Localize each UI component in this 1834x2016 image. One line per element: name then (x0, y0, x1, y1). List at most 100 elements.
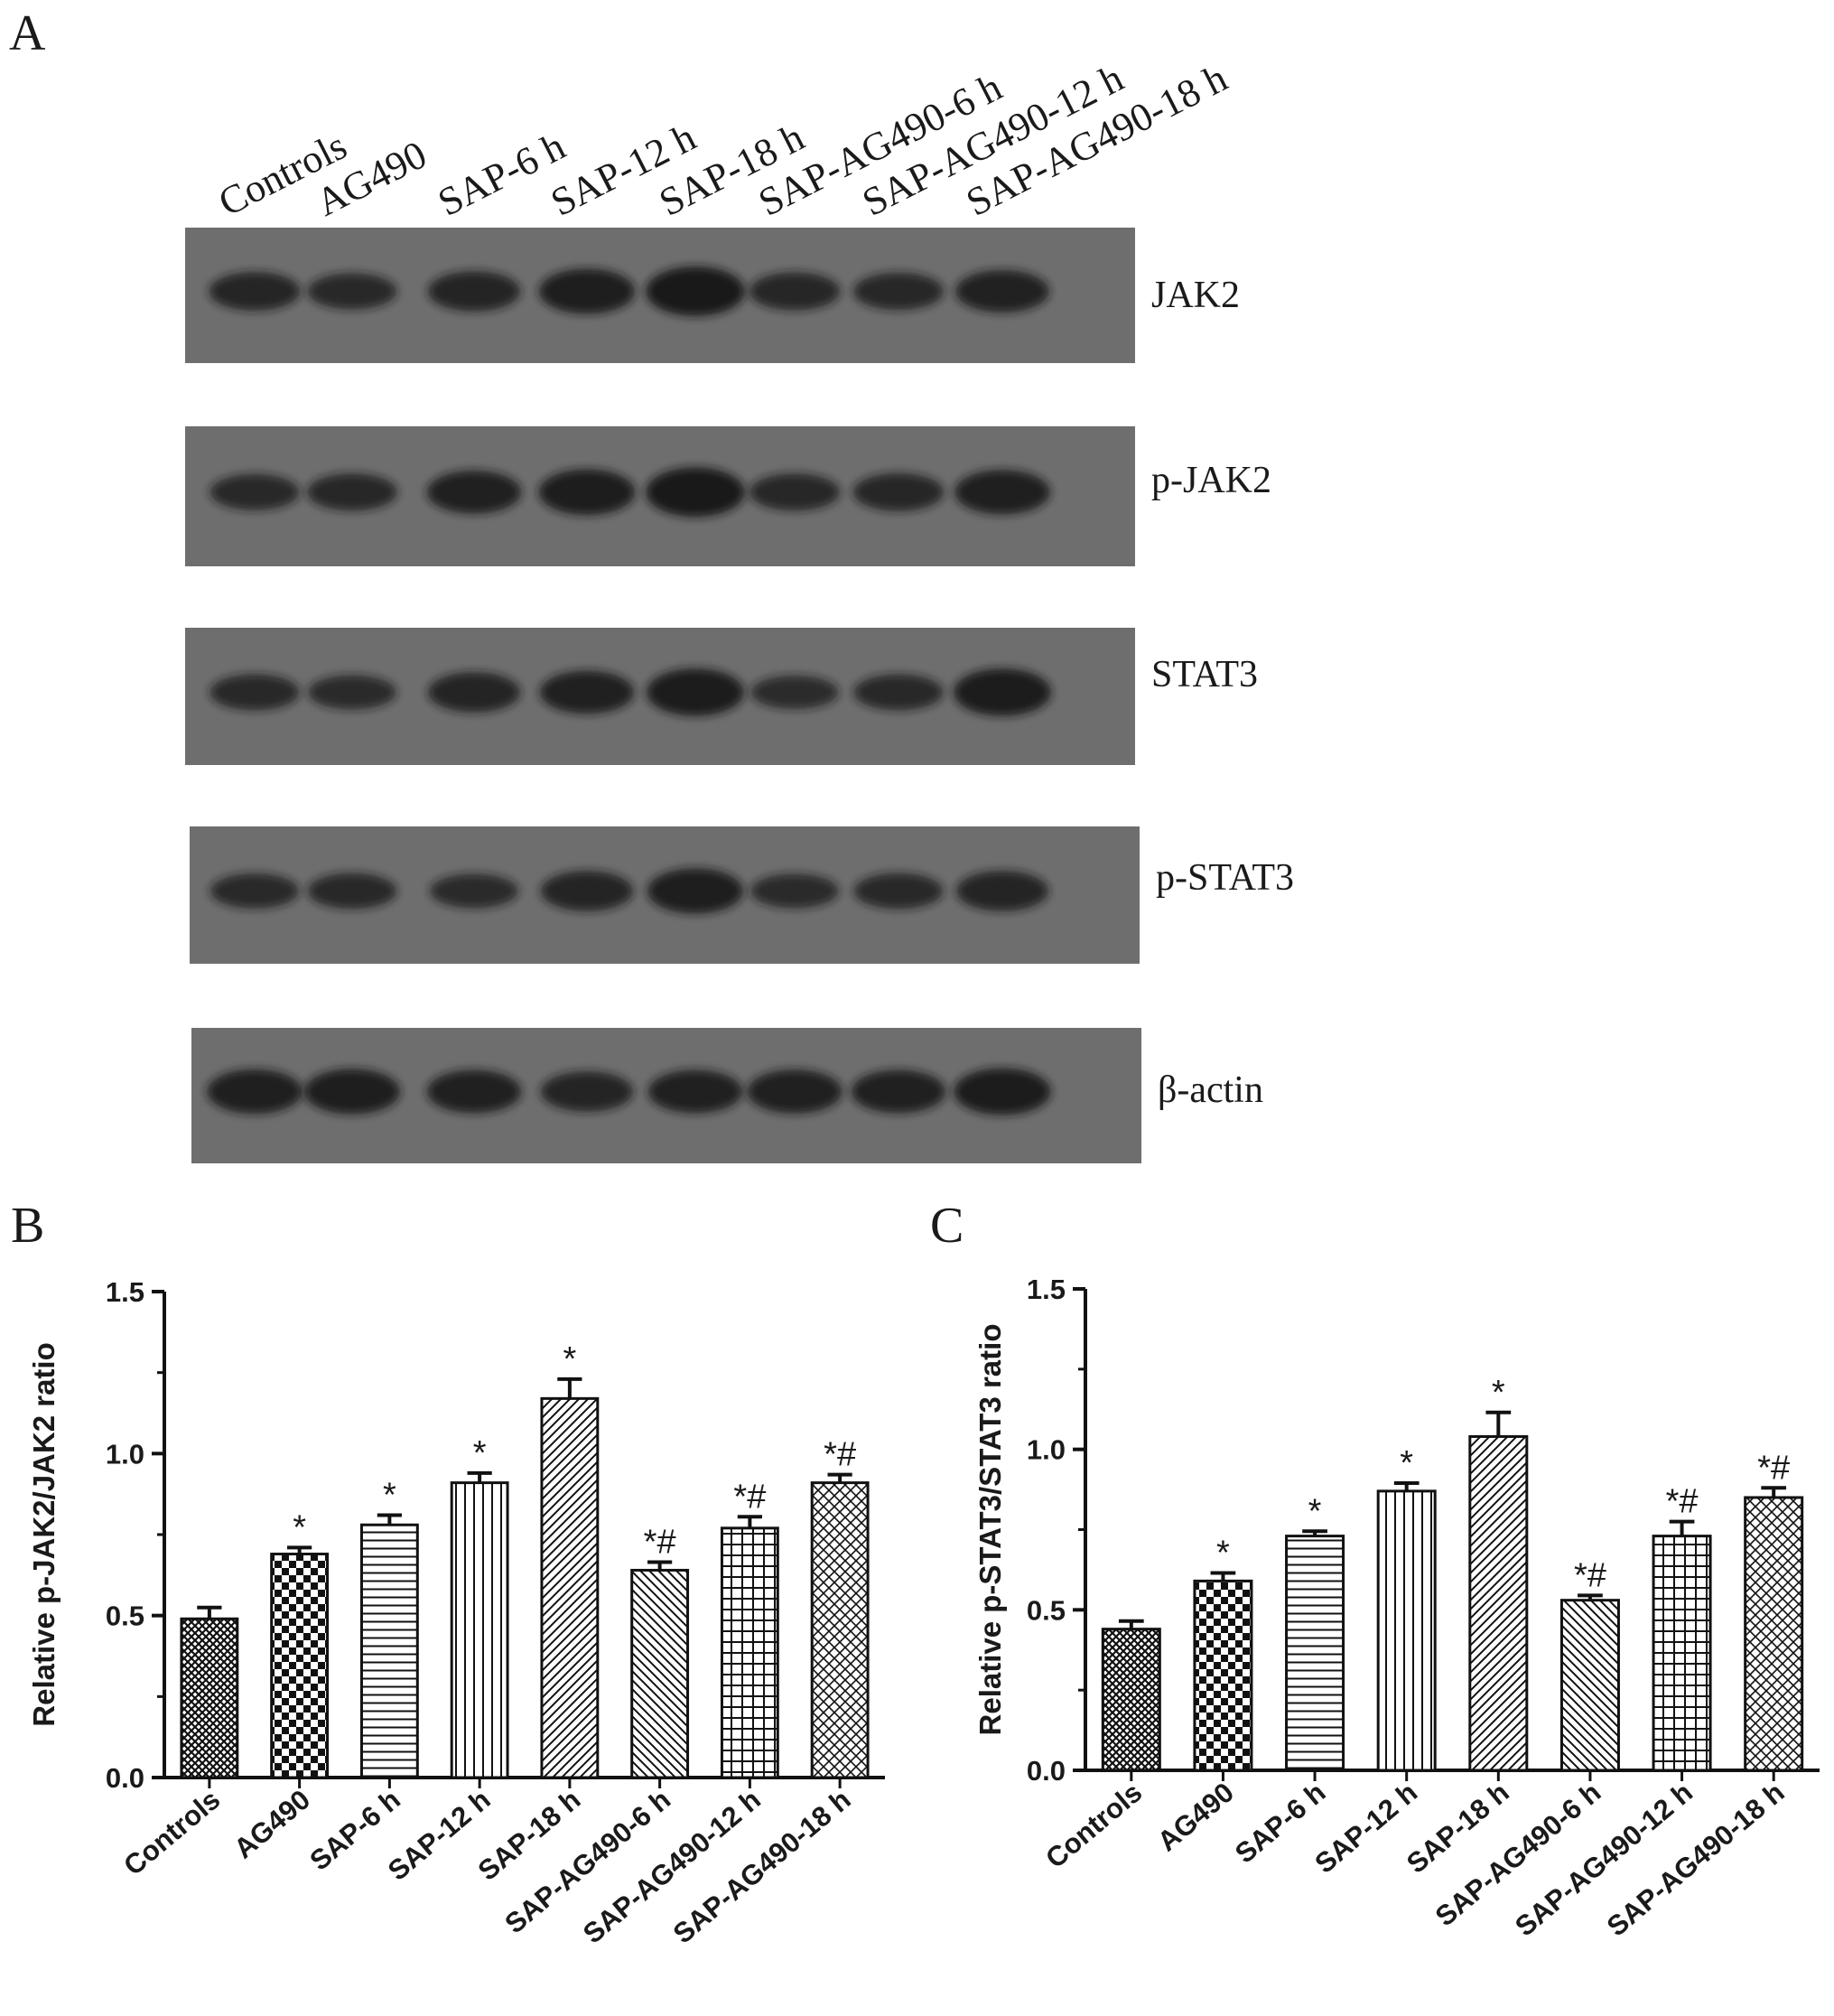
panel-b-letter: B (11, 1198, 44, 1254)
band-jak2-sap-ag490-12-h (852, 272, 945, 311)
blot-actin: β-actin (191, 1028, 1263, 1163)
band-p-stat3-sap-18-h (647, 868, 744, 914)
band-stat3-sap-ag490-18-h (953, 668, 1052, 716)
band-actin-sap-ag490-6-h (747, 1069, 843, 1114)
blot-p-stat3: p-STAT3 (190, 826, 1294, 964)
band-actin-sap-ag490-12-h (851, 1069, 946, 1114)
band-jak2-sap-6-h (427, 271, 521, 312)
band-stat3-sap-18-h (646, 668, 745, 716)
band-p-jak2-sap-ag490-6-h (749, 473, 841, 511)
band-stat3-ag490 (308, 675, 396, 710)
significance-sap-ag490-12-h: *# (1666, 1483, 1699, 1521)
band-jak2-sap-12-h (538, 268, 636, 314)
significance-sap-18-h: * (1492, 1374, 1505, 1412)
y-tick-label: 0.0 (106, 1762, 144, 1794)
y-tick-label: 0.0 (1027, 1755, 1066, 1787)
band-stat3-sap-6-h (427, 672, 521, 713)
panel-c-chart: C Relative p-STAT3/STAT3 ratio 0.0 0.5 1.0 1… (930, 1198, 1820, 1943)
band-stat3-sap-ag490-12-h (853, 674, 944, 711)
x-tick-label-controls: Controls (117, 1784, 226, 1882)
blot-p-jak2: p-JAK2 (185, 426, 1271, 566)
band-actin-sap-ag490-18-h (954, 1068, 1051, 1115)
band-p-stat3-ag490 (307, 873, 397, 910)
bar-sap-6-h (1285, 1535, 1345, 1772)
y-tick-label: 1.0 (106, 1438, 144, 1470)
x-tick-label-controls: Controls (1039, 1777, 1148, 1875)
band-p-stat3-sap-ag490-18-h (955, 871, 1049, 911)
band-jak2-ag490 (307, 273, 397, 310)
significance-sap-12-h: * (1400, 1444, 1413, 1482)
band-actin-sap-18-h (647, 1069, 743, 1114)
band-actin-sap-12-h (540, 1071, 634, 1112)
significance-sap-ag490-18-h: *# (1757, 1449, 1790, 1487)
y-tick-label: 1.5 (106, 1276, 144, 1308)
significance-ag490: * (1216, 1534, 1230, 1572)
band-stat3-controls (209, 674, 300, 711)
y-tick-label: 0.5 (1027, 1594, 1066, 1626)
significance-sap-12-h: * (473, 1434, 487, 1472)
y-tick-label: 1.5 (1027, 1274, 1066, 1305)
band-p-jak2-sap-18-h (646, 467, 745, 518)
bar-controls (180, 1617, 239, 1779)
significance-ag490: * (293, 1508, 306, 1546)
band-p-stat3-sap-ag490-12-h (853, 873, 944, 910)
significance-sap-6-h: * (383, 1476, 396, 1514)
bar-sap-ag490-6-h (630, 1568, 690, 1779)
bar-ag490 (270, 1553, 330, 1779)
band-p-jak2-sap-6-h (426, 471, 522, 514)
blot-strips: JAK2 p-JAK2 STAT3 p-STAT3 β-actin (185, 228, 1294, 1163)
bar-sap-ag490-12-h (1652, 1535, 1712, 1772)
blot-jak2: JAK2 (185, 228, 1240, 363)
y-tick-label: 0.5 (106, 1601, 144, 1632)
band-actin-sap-6-h (426, 1069, 522, 1114)
significance-sap-6-h: * (1308, 1492, 1322, 1530)
blot-label-stat3: STAT3 (1151, 654, 1258, 695)
blot-label-p-jak2: p-JAK2 (1151, 460, 1271, 501)
blot-label-jak2: JAK2 (1151, 275, 1240, 316)
y-tick-label: 1.0 (1027, 1434, 1066, 1466)
panel-b-chart: B Relative p-JAK2/JAK2 ratio 0.0 0.5 1.0 1.5… (11, 1198, 885, 1950)
bar-sap-12-h (1376, 1489, 1437, 1772)
y-axis-label: Relative p-JAK2/JAK2 ratio (27, 1342, 61, 1726)
significance-sap-ag490-18-h: *# (824, 1436, 856, 1474)
bar-sap-ag490-12-h (720, 1526, 779, 1779)
band-p-jak2-controls (209, 473, 300, 510)
band-p-stat3-controls (209, 873, 300, 909)
significance-sap-ag490-12-h: *# (733, 1478, 766, 1516)
bar-sap-ag490-18-h (1744, 1496, 1804, 1772)
band-jak2-sap-ag490-6-h (749, 272, 841, 311)
band-p-jak2-sap-ag490-12-h (852, 472, 945, 511)
significance-sap-ag490-6-h: *# (1574, 1556, 1606, 1594)
blot-label-p-stat3: p-STAT3 (1156, 857, 1294, 899)
bar-controls (1101, 1628, 1161, 1772)
bar-sap-6-h (359, 1523, 419, 1779)
band-jak2-sap-18-h (646, 266, 745, 316)
x-tick-label-ag490: AG490 (1151, 1777, 1240, 1858)
blot-label-actin: β-actin (1158, 1069, 1263, 1111)
band-p-jak2-sap-12-h (538, 469, 636, 516)
bar-sap-18-h (540, 1396, 600, 1779)
blot-stat3: STAT3 (185, 628, 1258, 765)
bar-ag490 (1193, 1579, 1253, 1772)
band-actin-controls (207, 1069, 303, 1115)
bar-sap-12-h (450, 1481, 509, 1779)
bar-sap-ag490-18-h (810, 1481, 870, 1779)
band-actin-ag490 (303, 1069, 401, 1115)
band-p-jak2-ag490 (306, 473, 398, 511)
band-p-jak2-sap-ag490-18-h (954, 470, 1050, 515)
band-jak2-controls (209, 272, 301, 311)
x-tick-label-sap-12-h: SAP-12 h (1308, 1777, 1423, 1880)
band-jak2-sap-ag490-18-h (954, 270, 1050, 313)
band-stat3-sap-ag490-6-h (750, 675, 839, 710)
panel-c-letter: C (930, 1198, 964, 1254)
bar-sap-18-h (1468, 1434, 1529, 1772)
lane-label-sap-6-h: SAP-6 h (431, 124, 572, 225)
y-axis-label: Relative p-STAT3/STAT3 ratio (973, 1324, 1007, 1736)
panel-a-letter: A (9, 5, 46, 61)
band-p-stat3-sap-6-h (430, 873, 518, 909)
band-stat3-sap-12-h (539, 670, 635, 714)
bar-sap-ag490-6-h (1559, 1599, 1620, 1772)
